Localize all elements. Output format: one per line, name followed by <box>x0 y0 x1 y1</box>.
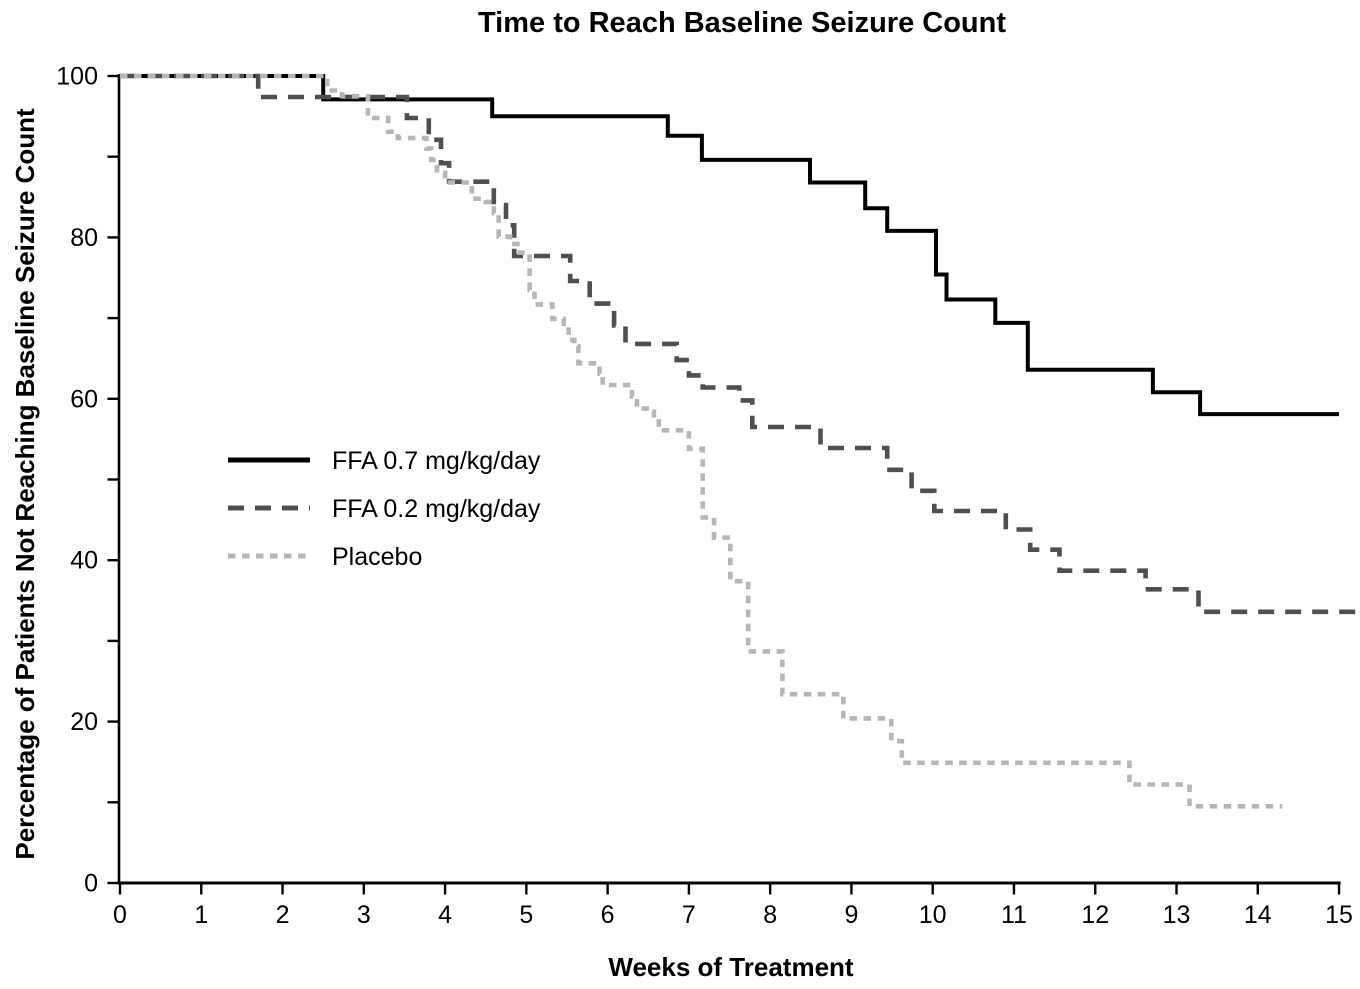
x-tick-label: 10 <box>919 901 947 929</box>
y-axis-title: Percentage of Patients Not Reaching Base… <box>10 108 40 860</box>
x-tick-label: 1 <box>194 901 208 929</box>
y-tick-label: 0 <box>84 870 98 898</box>
x-axis-title: Weeks of Treatment <box>608 952 854 982</box>
legend-label-ffa-0-7: FFA 0.7 mg/kg/day <box>332 447 541 475</box>
x-tick-label: 7 <box>682 901 696 929</box>
series-line-placebo <box>120 73 1283 809</box>
x-tick-label: 4 <box>438 901 452 929</box>
y-tick-label: 40 <box>70 547 98 575</box>
y-tick-label: 80 <box>70 224 98 252</box>
series-line-ffa-0-2-mg-kg-day <box>120 73 1356 615</box>
x-tick-label: 6 <box>601 901 615 929</box>
series-line-ffa-0-7-mg-kg-day <box>120 74 1339 417</box>
x-tick-label: 3 <box>357 901 371 929</box>
x-tick-label: 11 <box>1001 901 1027 929</box>
x-tick-label: 13 <box>1163 901 1191 929</box>
chart-title: Time to Reach Baseline Seizure Count <box>478 7 1006 39</box>
x-tick-label: 15 <box>1325 901 1353 929</box>
x-tick-label: 0 <box>113 901 127 929</box>
plot-area <box>120 73 1356 809</box>
x-tick-label: 2 <box>276 901 290 929</box>
legend: FFA 0.7 mg/kg/day FFA 0.2 mg/kg/day Plac… <box>228 447 541 571</box>
x-tick-label: 9 <box>844 901 858 929</box>
x-tick-label: 14 <box>1244 901 1272 929</box>
legend-label-placebo: Placebo <box>332 543 422 571</box>
x-tick-label: 8 <box>763 901 777 929</box>
x-tick-label: 12 <box>1081 901 1109 929</box>
legend-label-ffa-0-2: FFA 0.2 mg/kg/day <box>332 495 541 523</box>
x-tick-label: 5 <box>519 901 533 929</box>
y-tick-label: 100 <box>56 63 98 91</box>
y-tick-label: 60 <box>70 385 98 413</box>
y-tick-label: 20 <box>70 708 98 736</box>
